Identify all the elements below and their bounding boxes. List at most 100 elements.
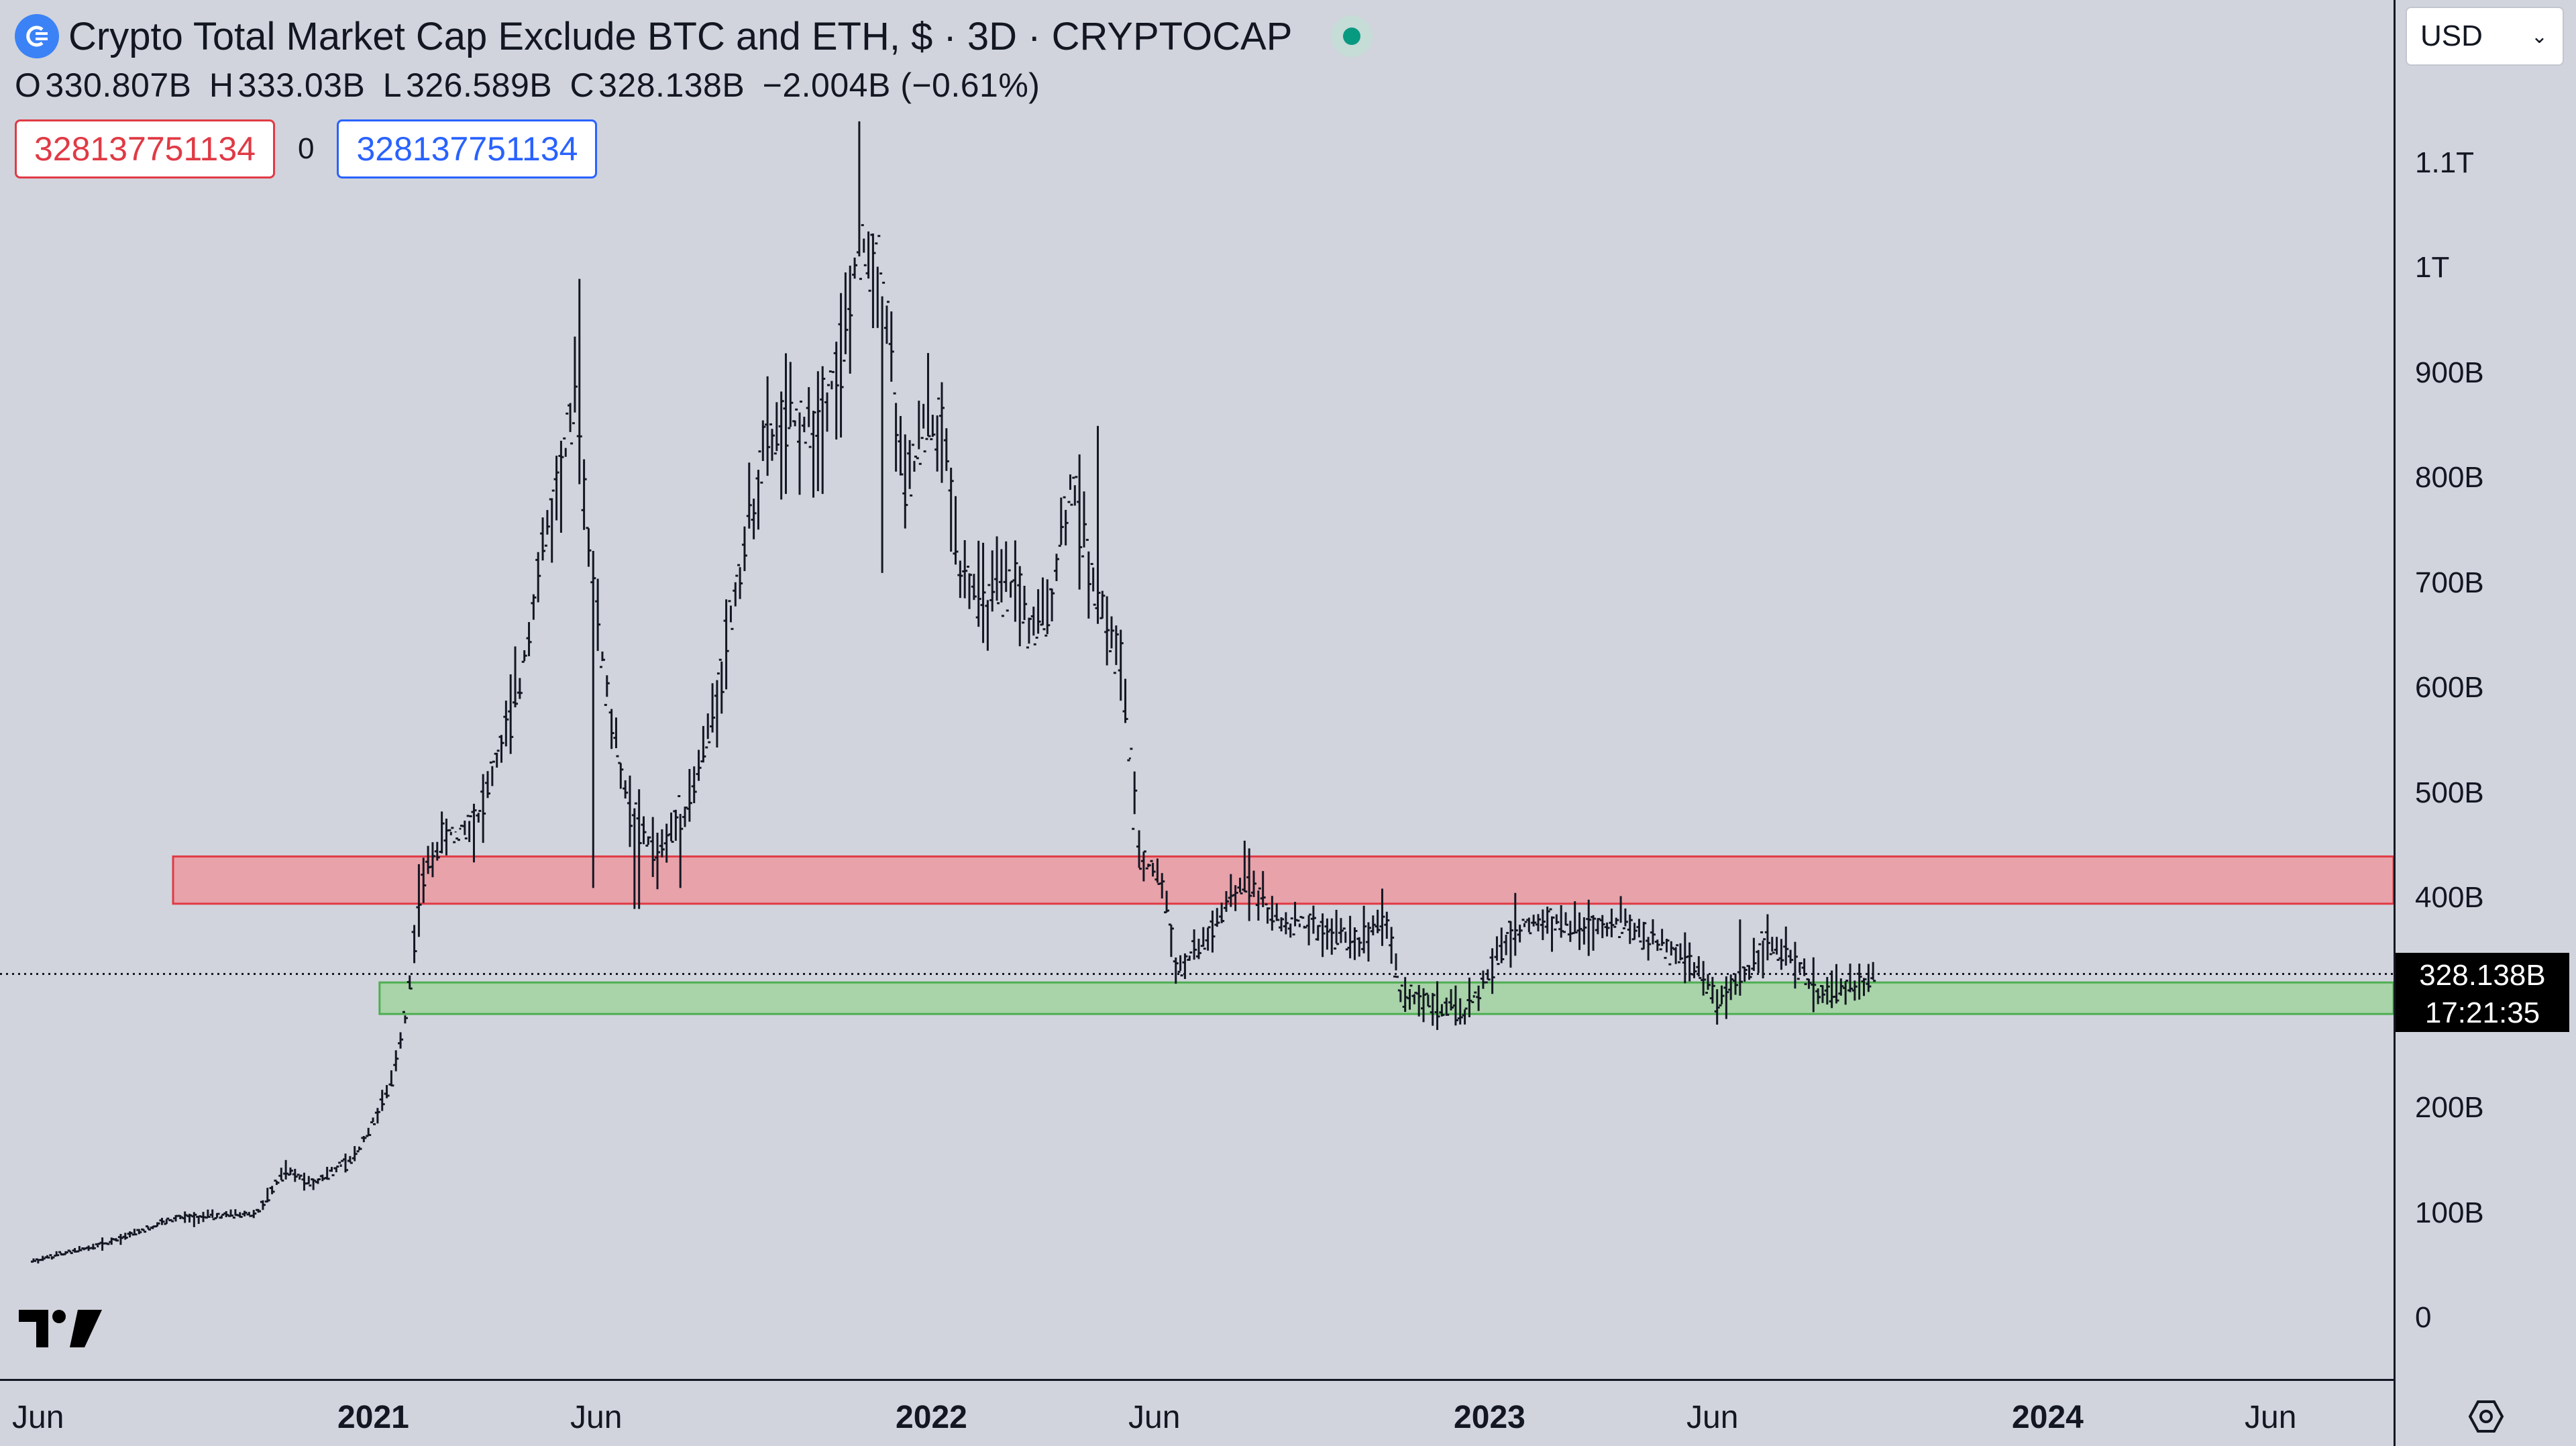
candle <box>535 552 541 603</box>
candle <box>1260 871 1266 907</box>
candle <box>1324 918 1330 950</box>
candle <box>1099 590 1106 619</box>
candle <box>994 536 1000 605</box>
candle <box>765 376 771 476</box>
candle <box>1599 915 1605 939</box>
candle <box>95 1243 101 1247</box>
candle <box>1646 937 1652 961</box>
title-row: Crypto Total Market Cap Exclude BTC and … <box>15 9 1373 63</box>
candle <box>315 1178 321 1184</box>
price-tick-label: 1T <box>2415 251 2450 284</box>
price-tick-label: 1.1T <box>2415 146 2475 179</box>
market-status-icon[interactable] <box>1331 15 1373 57</box>
candle <box>1022 585 1028 624</box>
candle <box>150 1225 156 1229</box>
candle <box>833 342 839 440</box>
candle <box>1650 919 1656 945</box>
candle <box>1659 929 1665 951</box>
candle <box>1833 964 1839 1004</box>
candle <box>1631 923 1638 941</box>
candle <box>540 517 546 561</box>
candle <box>714 672 720 748</box>
candle <box>1544 907 1550 934</box>
candle <box>1049 588 1055 622</box>
time-tick-label: Jun <box>570 1400 623 1435</box>
candle <box>251 1210 257 1219</box>
candle <box>209 1209 215 1221</box>
candle <box>1310 905 1316 934</box>
candle <box>1072 476 1078 506</box>
tradingview-logo[interactable] <box>19 1307 103 1353</box>
candle <box>769 423 775 461</box>
candle <box>228 1209 234 1217</box>
candle <box>1370 915 1376 935</box>
candle <box>1540 909 1546 941</box>
candle <box>1861 978 1867 996</box>
candle <box>1558 905 1564 938</box>
candle <box>1292 902 1298 936</box>
candle <box>517 678 523 699</box>
candle <box>361 1136 367 1143</box>
candle <box>586 527 592 567</box>
candle <box>1444 997 1450 1016</box>
candle <box>237 1212 243 1219</box>
candle <box>201 1212 207 1223</box>
candle <box>44 1255 50 1259</box>
candle <box>631 802 637 909</box>
candle <box>1113 625 1119 674</box>
candle <box>49 1254 55 1260</box>
candle <box>1618 896 1624 939</box>
candle <box>810 411 816 498</box>
support-zone[interactable] <box>378 981 2395 1015</box>
candle <box>264 1188 270 1203</box>
candle <box>1788 949 1794 964</box>
candle <box>636 789 642 909</box>
currency-select[interactable]: USD ⌄ <box>2406 7 2564 66</box>
candle <box>67 1249 73 1254</box>
candle <box>214 1212 220 1220</box>
candle <box>1067 474 1073 506</box>
time-tick-label: 2021 <box>337 1400 409 1435</box>
candle <box>1572 901 1578 935</box>
candle <box>1182 953 1188 980</box>
candle <box>1851 980 1858 1001</box>
candle <box>484 771 490 798</box>
candle <box>521 650 527 663</box>
candle <box>329 1167 335 1176</box>
candle <box>1246 848 1252 921</box>
candle <box>1764 914 1770 961</box>
candle <box>1279 917 1285 932</box>
candle <box>343 1153 349 1173</box>
candle <box>1232 885 1238 911</box>
price-tick-label: 400B <box>2415 881 2484 914</box>
candle <box>1591 915 1597 951</box>
candle <box>696 750 702 781</box>
candle <box>498 735 504 763</box>
candle <box>627 775 633 847</box>
resistance-zone[interactable] <box>172 855 2395 905</box>
candle <box>1136 830 1142 870</box>
settings-icon[interactable] <box>2467 1398 2505 1439</box>
candle <box>718 658 724 714</box>
candle <box>311 1178 317 1190</box>
ohlc-high: H 333.03B <box>209 66 366 104</box>
candle <box>1751 937 1757 971</box>
time-tick-label: 2023 <box>1454 1400 1525 1435</box>
candle <box>1393 953 1399 978</box>
candle <box>549 489 555 563</box>
candle <box>1503 931 1509 956</box>
candle <box>1223 891 1229 912</box>
candle <box>1053 554 1059 582</box>
candle <box>1723 976 1729 1019</box>
candle <box>1866 964 1872 992</box>
value-box-right[interactable]: 328137751134 <box>337 119 598 178</box>
value-box-left[interactable]: 328137751134 <box>15 119 275 178</box>
candle <box>806 386 812 448</box>
candle <box>58 1251 64 1256</box>
candle <box>241 1210 248 1217</box>
candle <box>333 1166 339 1173</box>
candle <box>893 392 899 472</box>
time-tick-label: Jun <box>1128 1400 1181 1435</box>
candle <box>429 842 435 878</box>
